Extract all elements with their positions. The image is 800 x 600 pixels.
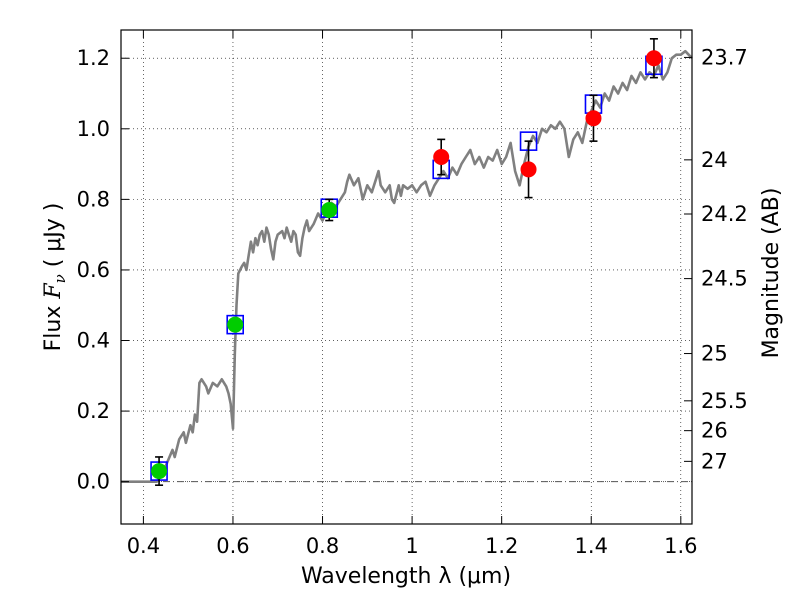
magnitude-tick-label: 27	[701, 449, 728, 473]
x-tick-label: 1.6	[664, 534, 697, 558]
x-tick-label: 1	[405, 534, 418, 558]
error-bars	[155, 38, 658, 486]
y-axis-label: Flux Fν ( μJy )	[41, 203, 69, 352]
plot-frame	[120, 29, 693, 525]
magnitude-tick-label: 25.5	[701, 389, 748, 413]
y-tick-label: 0.8	[77, 187, 110, 211]
svg-text:Flux Fν ( μJy ): Flux Fν ( μJy )	[41, 203, 69, 352]
y-tick-label: 0.0	[77, 470, 110, 494]
y-axis-ticks: 0.0 0.2 0.4 0.6 0.8 1.0 1.2	[77, 46, 129, 494]
y-label-variable: F	[41, 283, 66, 300]
x-tick-label: 0.4	[127, 534, 160, 558]
magnitude-tick-label: 23.7	[701, 45, 748, 69]
x-axis-ticks: 0.4 0.6 0.8 1 1.2 1.4 1.6	[127, 30, 698, 558]
photometry-point	[645, 50, 662, 67]
spectrum-line	[121, 49, 693, 483]
magnitude-tick-label: 24.2	[701, 202, 748, 226]
y-label-prefix: Flux	[41, 299, 66, 352]
y-tick-label: 0.2	[77, 399, 110, 423]
photometry-point	[227, 316, 244, 333]
y-tick-label: 1.2	[77, 46, 110, 70]
spectrum-layer	[121, 49, 693, 483]
x-tick-label: 1.2	[485, 534, 518, 558]
magnitude-tick-label: 26	[701, 419, 728, 443]
y-label-subscript: ν	[51, 274, 69, 283]
photometry-point	[520, 161, 537, 178]
grid-lines	[121, 30, 692, 524]
photometry-point	[585, 110, 602, 127]
y-tick-label: 0.4	[77, 329, 110, 353]
magnitude-tick-label: 24.5	[701, 267, 748, 291]
magnitude-tick-label: 24	[701, 148, 728, 172]
photometry-point	[321, 201, 338, 218]
magnitude-axis-ticks: 23.7 24 24.2 24.5 25 25.5 26 27	[684, 45, 748, 473]
magnitude-axis-label: Magnitude (AB)	[759, 188, 784, 359]
photometry-point	[151, 463, 168, 480]
photometry-point	[433, 149, 450, 166]
photometry-points	[151, 50, 662, 480]
band-flux-squares	[150, 55, 663, 481]
y-tick-label: 1.0	[77, 117, 110, 141]
x-tick-label: 0.8	[306, 534, 339, 558]
x-tick-label: 1.4	[575, 534, 608, 558]
y-tick-label: 0.6	[77, 258, 110, 282]
magnitude-tick-label: 25	[701, 342, 728, 366]
x-axis-label: Wavelength λ (μm)	[301, 564, 511, 589]
y-label-units: ( μJy )	[41, 203, 66, 275]
x-tick-label: 0.6	[216, 534, 249, 558]
